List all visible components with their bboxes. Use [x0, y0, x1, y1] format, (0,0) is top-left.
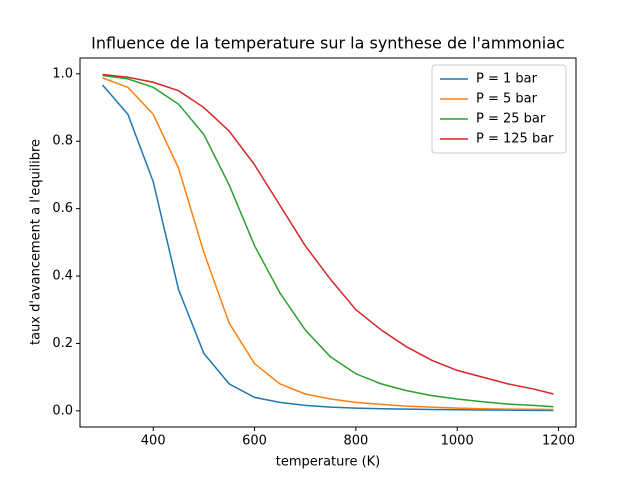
y-axis-label: taux d'avancement a l'equilibre: [29, 139, 44, 345]
y-tick-label: 0.0: [52, 403, 73, 418]
legend-label: P = 25 bar: [476, 112, 546, 127]
legend-box: [431, 64, 567, 154]
series-line: [102, 74, 554, 408]
series-line: [101, 84, 554, 412]
chart-title: Influence de la temperature sur la synth…: [91, 34, 565, 53]
x-axis-label: temperature (K): [276, 455, 381, 470]
y-tick-label: 0.6: [52, 201, 73, 216]
legend-label: P = 125 bar: [476, 132, 554, 147]
legend-label: P = 5 bar: [476, 92, 538, 107]
y-tick-label: 0.8: [52, 134, 73, 149]
series-line: [102, 73, 554, 395]
x-tick-label: 1000: [441, 434, 474, 449]
x-tick-label: 400: [141, 434, 166, 449]
series-line: [102, 77, 554, 411]
y-tick-label: 0.4: [52, 269, 73, 284]
x-tick-label: 1200: [542, 434, 575, 449]
x-tick-label: 600: [242, 434, 267, 449]
y-tick-label: 0.2: [52, 336, 73, 351]
legend-label: P = 1 bar: [476, 72, 538, 87]
x-tick-label: 800: [343, 434, 368, 449]
plot-frame: [79, 57, 577, 428]
y-tick-label: 1.0: [52, 66, 73, 81]
